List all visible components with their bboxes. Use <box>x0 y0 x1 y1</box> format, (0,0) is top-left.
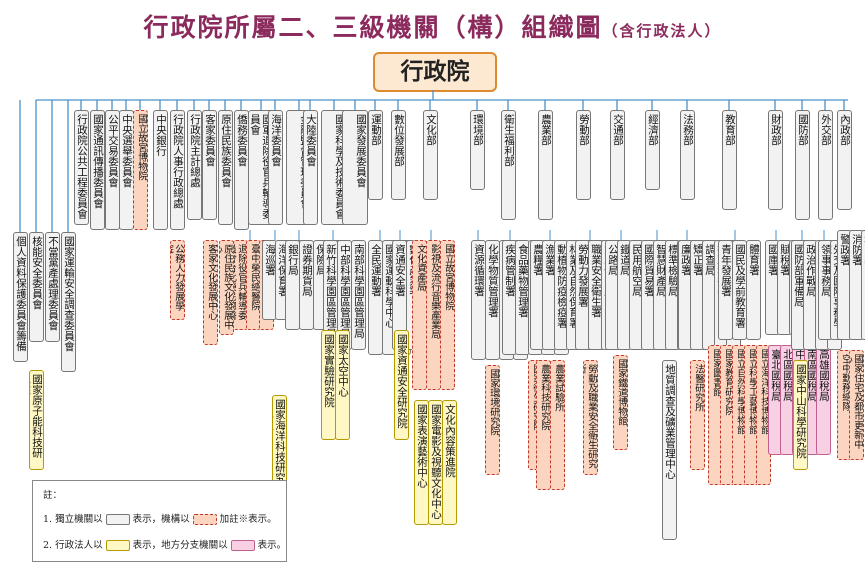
economic-node-0: 國際貿易署 <box>641 240 656 350</box>
level2-node-5: 中央銀行 <box>153 110 168 230</box>
level2-node-22: 農業部 <box>538 110 553 220</box>
title-text: 行政院所屬二、三級機關（構）組織圖 <box>143 13 603 42</box>
hakka-node: 客家文化發展中心 <box>203 240 218 345</box>
culture-node-1: 影視及流行音樂產業局 <box>426 240 441 390</box>
level2-node-6: 行政院人事行政總處 <box>170 110 185 230</box>
left-corp-nari: 國家原子能科技研究院 <box>29 370 44 470</box>
level2-node-24: 交通部 <box>610 110 625 200</box>
legend-text-2a: 2. 行政法人以 <box>43 540 103 551</box>
level2-node-18: 數位發展部 <box>391 110 406 200</box>
culture_corp-node-2: 文化內容策進院 <box>442 400 457 525</box>
environment-node-1: 化學物質管理署 <box>485 240 500 360</box>
legend-text-1c: 加註※表示。 <box>219 514 277 525</box>
legend-heading: 註： <box>43 490 63 501</box>
legend-swatch-local <box>230 540 255 551</box>
legend-swatch-agency <box>192 514 217 525</box>
finance_local-node-4: 高雄國稅局 <box>816 345 831 455</box>
chart-title: 行政院所屬二、三級機關（構）組織圖（含行政法人） <box>0 8 865 44</box>
legend-swatch-corp <box>105 540 130 551</box>
agri_corp-node-1: 農業試驗所 <box>550 360 565 490</box>
legend-text-2c: 表示。 <box>257 540 287 551</box>
level2-node-28: 財政部 <box>768 110 783 210</box>
level2-node-23: 勞動部 <box>576 110 591 200</box>
justice_corp-node: 法醫研究所 <box>690 360 705 470</box>
health-node-1: 食品藥物管理署 <box>515 240 530 355</box>
level2-node-17: 運動部 <box>368 110 383 200</box>
legend-text-2b: 表示，地方分支機關以 <box>132 540 228 551</box>
interior_corp-node-1: 國家住宅及都市更新中心 <box>849 350 864 460</box>
finance_local-node-0: 臺北國稅局 <box>768 345 783 455</box>
level2-node-30: 外交部 <box>818 110 833 220</box>
level2-node-16: 國家發展委員會 <box>342 110 368 225</box>
left-independent-4: 國家運輸安全調查委員會 <box>61 232 76 372</box>
economic_corp-node: 地質調查及礦業管理中心 <box>662 360 677 540</box>
finance_local-node-1: 北區國稅局 <box>780 345 795 455</box>
sports-node-0: 全民運動署 <box>368 240 383 355</box>
legend-text-1a: 1. 獨立機關以 <box>43 514 103 525</box>
level2-node-21: 衛生福利部 <box>501 110 516 220</box>
level2-node-25: 經濟部 <box>645 110 660 190</box>
nstc_corp-node-0: 國家實驗研究院 <box>321 330 336 440</box>
digital-node-0: 資通安全署 <box>392 240 407 350</box>
culture_corp-node-1: 國家電影及視聽文化中心 <box>428 400 443 525</box>
nstc-node-2: 南部科學園區管理局 <box>351 240 366 350</box>
environment-node-0: 資源循環署 <box>471 240 486 360</box>
legend-text-1b: 表示，機構以 <box>132 514 190 525</box>
indigenous-node: 原住民族文化發展中心 <box>219 240 234 335</box>
subtitle-text: （含行政法人） <box>602 22 722 40</box>
left-independent-3: 不當黨產處理委員會 <box>45 232 60 342</box>
justice-node-0: 廉政署 <box>678 240 693 350</box>
level2-node-27: 教育部 <box>722 110 737 210</box>
digital_corp-node: 國家資通安全研究院 <box>394 330 409 440</box>
health-node-0: 疾病管制署 <box>502 240 517 355</box>
education-node-0: 青年發展署 <box>718 240 733 340</box>
transport_corp-node: 國家鐵道博物館 <box>613 355 628 450</box>
left-independent-1: 個人資料保護委員會籌備處 <box>13 232 28 362</box>
level2-node-3: 中央選舉委員會 <box>119 110 134 230</box>
labor_corp-node: 勞動及職業安全衛生研究所 <box>583 360 598 475</box>
fsc-node-0: 銀行局 <box>285 240 300 330</box>
education-node-1: 國民及學前教育署 <box>732 240 747 340</box>
transport-node-0: 公路局 <box>605 240 620 350</box>
level2-node-0: 行政院公共工程委員會 <box>74 110 89 225</box>
environment_corp-node: 國家環境研究院 <box>485 365 500 475</box>
level2-node-19: 文化部 <box>423 110 438 200</box>
labor-node-1: 職業安全衛生署 <box>588 240 603 350</box>
level2-node-10: 僑務委員會 <box>234 110 249 230</box>
root-node-executive-yuan: 行政院 <box>373 52 497 92</box>
level2-node-31: 內政部 <box>837 110 852 210</box>
culture-node-0: 文化資產局 <box>412 240 427 390</box>
level2-node-8: 客家委員會 <box>202 110 217 220</box>
level2-node-2: 公平交易委員會 <box>105 110 120 230</box>
legend-line-1: 1. 獨立機關以 表示，機構以 加註※表示。 <box>43 511 277 525</box>
legend-line-2: 2. 行政法人以 表示，地方分支機關以 表示。 <box>43 537 286 551</box>
culture_corp-node-0: 國家表演藝術中心 <box>414 400 429 525</box>
fsc-node-1: 證券期貨局 <box>299 240 314 330</box>
legend-swatch-independent <box>105 514 130 525</box>
defense_corp-node: 國家中山科學研究院 <box>793 360 808 470</box>
left-independent-2: 核能安全委員會 <box>29 232 44 342</box>
level2-node-29: 國防部 <box>795 110 810 220</box>
level2-node-20: 環境部 <box>470 110 485 190</box>
legend: 註： 1. 獨立機關以 表示，機構以 加註※表示。 2. 行政法人以 表示，地方分支機… <box>32 480 287 562</box>
ocean_corp-node: 國家海洋科技研究中心（111年7月1日揭牌） <box>272 395 287 495</box>
level2-node-9: 原住民族委員會 <box>218 110 233 225</box>
level2-node-7: 行政院主計總處 <box>187 110 202 220</box>
level2-node-12: 海洋委員會 <box>268 110 283 225</box>
level2-node-14: 大陸委員會 <box>303 110 318 225</box>
level2-node-4: 國立故宮博物院 <box>133 110 148 230</box>
level2-node-1: 國家通訊傳播委員會 <box>90 110 105 230</box>
interior-node-2: 移民署 <box>861 230 865 340</box>
culture-node-2: 國立故宮博物院 <box>440 240 455 390</box>
education-node-2: 體育署 <box>746 240 761 340</box>
nstc_corp-node-1: 國家太空中心 <box>335 330 350 440</box>
personnel-node: 公務人力發展學院 <box>170 240 185 320</box>
agri_corp-node-0: 農業科技研究院 <box>536 360 551 490</box>
level2-node-26: 法務部 <box>680 110 695 200</box>
